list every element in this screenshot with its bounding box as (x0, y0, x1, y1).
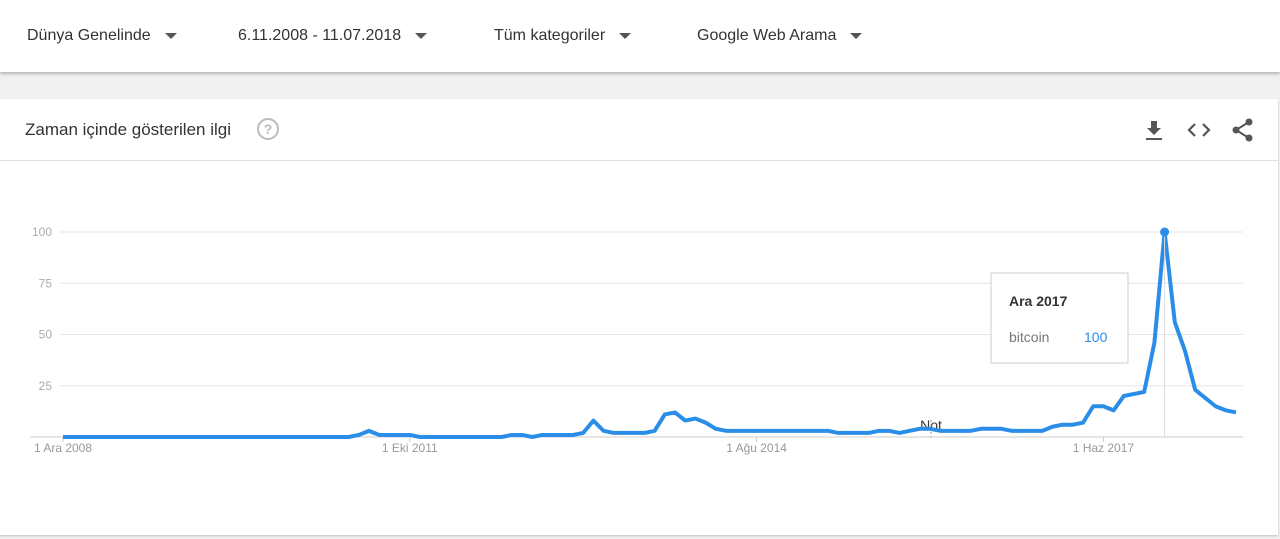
filter[interactable]: Dünya Genelinde (27, 27, 177, 45)
y-tick-label: 50 (39, 328, 53, 342)
filter-bar: Dünya Genelinde 6.11.2008 - 11.07.2018 T… (0, 0, 1280, 72)
tooltip-value: 100 (1084, 329, 1108, 345)
card-header: Zaman içinde gösterilen ilgi ? (0, 99, 1278, 161)
tooltip-title: Ara 2017 (1009, 293, 1068, 309)
y-tick-label: 100 (32, 225, 52, 239)
tooltip-series: bitcoin (1009, 329, 1049, 345)
filter[interactable]: Google Web Arama (697, 27, 862, 45)
download-icon[interactable] (1143, 119, 1165, 141)
help-icon[interactable]: ? (257, 118, 279, 140)
filter[interactable]: Tüm kategoriler (494, 27, 631, 45)
x-tick-label: 1 Eki 2011 (382, 441, 438, 455)
hover-point (1160, 227, 1170, 237)
x-tick-label: 1 Ağu 2014 (726, 441, 787, 455)
filter[interactable]: 6.11.2008 - 11.07.2018 (238, 27, 427, 45)
card-title: Zaman içinde gösterilen ilgi (25, 120, 231, 139)
x-tick-label: 1 Ara 2008 (34, 441, 92, 455)
embed-icon[interactable] (1186, 119, 1212, 141)
y-tick-label: 25 (39, 379, 53, 393)
tooltip (990, 272, 1129, 364)
series-line (63, 230, 1237, 439)
x-tick-label: 1 Haz 2017 (1073, 441, 1135, 455)
share-icon[interactable] (1231, 117, 1255, 143)
y-tick-label: 75 (39, 276, 53, 290)
